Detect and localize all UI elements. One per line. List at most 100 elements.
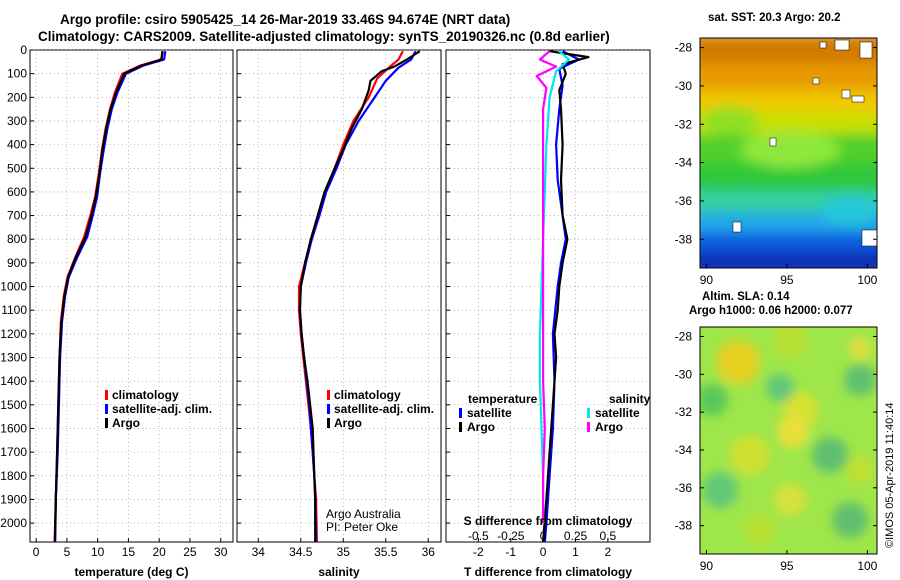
sst-missing-data — [812, 77, 820, 85]
lat-tick-label: -38 — [675, 232, 693, 246]
y-tick-label: 1600 — [0, 421, 27, 435]
lat-tick-label: -36 — [675, 194, 693, 208]
x-tick-label: 35 — [337, 545, 351, 559]
chart-title-line1: Argo profile: csiro 5905425_14 26-Mar-20… — [60, 12, 511, 27]
sst-band — [700, 250, 877, 268]
y-tick-label: 2000 — [0, 516, 27, 530]
altim-eddy — [744, 514, 776, 546]
map-frame — [699, 326, 878, 555]
altim-eddy — [777, 416, 809, 448]
sst-missing-data — [861, 229, 877, 247]
lat-tick-label: -32 — [675, 405, 693, 419]
x-tick-label: 0 — [540, 545, 547, 559]
series-line-argo — [298, 50, 421, 542]
annotation-text: Argo Australia — [326, 507, 401, 521]
y-tick-label: 0 — [20, 43, 27, 57]
series-line-t-satellite — [543, 50, 580, 543]
y-tick-label: 700 — [7, 209, 27, 223]
y-tick-label: 1800 — [0, 469, 27, 483]
legend-swatch — [587, 408, 590, 418]
x-axis-label: salinity — [318, 565, 360, 579]
x-axis-label: T difference from climatology — [464, 565, 632, 579]
legend-label: Argo — [334, 416, 362, 430]
x-axis-label-secondary: S difference from climatology — [464, 514, 633, 528]
lat-tick-label: -28 — [675, 41, 693, 55]
x-tick-label: 20 — [153, 545, 167, 559]
y-tick-label: 1000 — [0, 280, 27, 294]
plot-frame — [236, 49, 442, 543]
lat-tick-label: -36 — [675, 481, 693, 495]
chart-title-line2: Climatology: CARS2009. Satellite-adjuste… — [38, 29, 610, 44]
lat-tick-label: -30 — [675, 79, 693, 93]
legend-swatch — [459, 408, 462, 418]
legend-label: satellite-adj. clim. — [334, 402, 434, 416]
x-tick-label: -1 — [505, 545, 516, 559]
map-frame — [699, 37, 878, 269]
series-line-t-argo — [542, 50, 590, 543]
lon-tick-label: 90 — [700, 273, 714, 287]
x-tick-label: 35.5 — [374, 545, 398, 559]
y-tick-label: 1900 — [0, 492, 27, 506]
altim-eddy — [716, 340, 760, 384]
legend-title-salinity: salinity — [609, 392, 651, 406]
sst-field — [700, 38, 877, 268]
y-tick-label: 300 — [7, 114, 27, 128]
x-tick-label-secondary: 0.5 — [600, 529, 617, 543]
sst-missing-data — [769, 137, 777, 147]
lon-tick-label: 100 — [857, 559, 877, 573]
altim-gradient — [700, 327, 876, 546]
y-tick-label: 500 — [7, 161, 27, 175]
y-tick-label: 1100 — [1, 303, 27, 317]
y-tick-label: 1400 — [0, 374, 27, 388]
lat-tick-label: -34 — [675, 156, 693, 170]
panel-difference: -2 -1 0 1 2 T difference from climatology temp… — [445, 49, 651, 579]
sst-blob — [820, 196, 877, 224]
x-tick-label: 10 — [91, 545, 105, 559]
plot-frame — [29, 49, 234, 543]
lon-tick-label: 100 — [857, 273, 877, 287]
legend-label: satellite-adj. clim. — [112, 402, 212, 416]
lat-tick-label: -28 — [675, 329, 693, 343]
y-tick-label: 600 — [7, 185, 27, 199]
altim-eddy — [812, 437, 848, 473]
legend-label: climatology — [334, 388, 401, 402]
sst-gradient — [700, 38, 877, 268]
x-tick-label: 2 — [605, 545, 612, 559]
lat-tick-label: -32 — [675, 117, 693, 131]
x-tick-label: 15 — [122, 545, 136, 559]
altim-eddy — [844, 364, 876, 396]
x-tick-label: 0 — [33, 545, 40, 559]
sst-missing-data — [732, 221, 742, 233]
y-tick-label: 900 — [7, 256, 27, 270]
x-tick-label: 1 — [572, 545, 579, 559]
legend-title-temperature: temperature — [468, 392, 538, 406]
x-tick-label: 5 — [64, 545, 71, 559]
legend-label: Argo — [112, 416, 140, 430]
legend-label: climatology — [112, 388, 179, 402]
altim-panel-subtitle: Argo h1000: 0.06 h2000: 0.077 — [689, 305, 853, 317]
sst-map: -28 -30 -32 -34 -36 -38 90 95 100 — [675, 37, 878, 287]
altim-eddy — [766, 374, 794, 402]
x-tick-label-secondary: 0.25 — [564, 529, 588, 543]
legend-swatch — [105, 404, 108, 414]
x-axis-label: temperature (deg C) — [74, 565, 188, 579]
lon-tick-label: 95 — [780, 559, 794, 573]
altim-eddy — [772, 327, 808, 358]
x-tick-label: 34 — [252, 545, 266, 559]
altim-eddy — [848, 336, 872, 360]
sst-missing-data — [859, 41, 873, 59]
y-tick-label: 1500 — [0, 398, 27, 412]
sst-blob — [700, 106, 760, 134]
legend-label: satellite — [595, 406, 640, 420]
altim-panel-title: Altim. SLA: 0.14 — [702, 291, 790, 303]
panel-temperature: 0 5 10 15 20 25 300100200300400500600700800900… — [0, 43, 234, 579]
y-tick-label: 1700 — [0, 445, 27, 459]
legend-swatch — [327, 418, 330, 428]
sst-missing-data — [834, 39, 850, 51]
altim-eddy — [702, 472, 738, 508]
series-line-argo — [53, 51, 164, 543]
x-tick-label: 25 — [183, 545, 197, 559]
legend-label: satellite — [467, 406, 512, 420]
sst-blob — [740, 132, 840, 168]
